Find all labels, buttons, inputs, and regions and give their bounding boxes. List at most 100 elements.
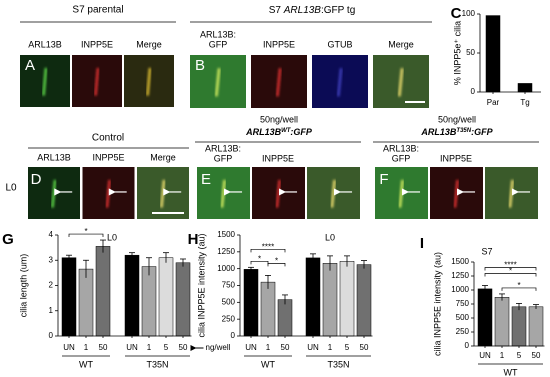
channel-label: INPP5E (440, 153, 472, 163)
y-tick-label: 3 (49, 255, 54, 264)
significance-bracket (267, 263, 286, 267)
panel-letter: H (188, 231, 199, 248)
channel-label: INPP5E (263, 39, 295, 49)
y-tick-label: 2 (49, 281, 54, 290)
x-tick-label: 50 (532, 351, 541, 360)
y-tick-label: 0 (49, 331, 54, 340)
panel-header: S7 parental (72, 5, 123, 16)
cilium (160, 179, 166, 208)
channel-label: GFP (392, 153, 411, 163)
panel-letter: A (25, 57, 35, 74)
panel-header: Control (92, 133, 124, 144)
y-axis-label: cilia INPP5E intensity (au) (196, 233, 206, 337)
y-tick-label: 0 (231, 331, 236, 340)
x-tick-label: UN (479, 351, 491, 360)
channel-label: Merge (150, 152, 176, 162)
channel-label: GFP (209, 39, 228, 49)
header-part: :GFP (290, 127, 312, 137)
panel-letter: B (195, 57, 205, 74)
annotation: S7 (481, 246, 492, 256)
x-tick-label: Tg (520, 98, 529, 107)
y-tick-label: 0 (471, 87, 476, 96)
row-label: L0 (5, 183, 17, 194)
bar (61, 257, 77, 337)
bar (356, 264, 372, 337)
x-tick-label: 1 (500, 351, 505, 360)
group-label: T35N (327, 359, 349, 369)
cilium (42, 67, 48, 96)
header-part: ARL13B (283, 5, 322, 16)
group-label: WT (504, 367, 518, 377)
x-tick-label: 50 (281, 343, 290, 352)
channel-label: INPP5E (262, 153, 294, 163)
bar (517, 83, 533, 93)
y-tick-label: 50 (466, 48, 475, 57)
header-part: :GFP tg (321, 5, 355, 16)
cilium (215, 68, 221, 97)
channel-label: INPP5E (92, 152, 124, 162)
y-axis-label: % INPP5e⁺ cilia (452, 21, 462, 85)
header-part: ARL13B (245, 127, 282, 137)
x-tick-label: 5 (345, 343, 350, 352)
y-tick-label: 1250 (451, 271, 469, 280)
channel-label: ARL13B (37, 152, 71, 162)
cilium (275, 179, 281, 208)
x-tick-label: 50 (360, 343, 369, 352)
channel-label: INPP5E (81, 39, 113, 49)
bar (305, 257, 321, 337)
panel-header: ARL13BT35N:GFP (420, 127, 493, 137)
significance-bracket (484, 273, 537, 277)
y-tick-label: 1500 (217, 230, 235, 239)
cilium (51, 179, 57, 208)
channel-label: ARL13B: (205, 143, 241, 153)
header-part: S7 (269, 5, 284, 16)
significance-bracket (484, 267, 537, 271)
y-tick-label: 4 (49, 230, 54, 239)
bar (494, 297, 510, 347)
panel-letter: G (2, 231, 14, 248)
bar (477, 288, 493, 347)
y-tick-label: 500 (222, 297, 236, 306)
dose-label: 50ng/well (438, 114, 476, 124)
y-tick-label: 250 (456, 327, 470, 336)
bar (95, 246, 111, 337)
x-tick-label: 1 (84, 343, 89, 352)
panel-letter: C (451, 5, 462, 22)
significance-bracket (501, 287, 537, 291)
cilium (276, 68, 282, 97)
y-tick-label: 1000 (217, 264, 235, 273)
x-tick-label: Par (487, 98, 500, 107)
group-label: WT (261, 359, 275, 369)
significance-bracket (250, 248, 286, 253)
cilium (330, 179, 336, 208)
cilium (337, 68, 343, 97)
x-tick-label: 1 (328, 343, 333, 352)
x-tick-label: UN (245, 343, 257, 352)
bar (243, 269, 259, 337)
cilium (398, 179, 404, 208)
panel-letter: I (420, 235, 424, 252)
cilium (105, 179, 111, 208)
significance-label: * (258, 254, 261, 263)
cilium (94, 67, 100, 96)
x-tick-label: 50 (99, 343, 108, 352)
significance-label: * (517, 281, 520, 290)
unit-note: ng/well (206, 343, 231, 352)
y-axis-label: cilia INPP5E intensity (au) (432, 252, 442, 356)
x-tick-label: 5 (164, 343, 169, 352)
y-tick-label: 750 (456, 299, 470, 308)
y-tick-label: 1000 (451, 285, 469, 294)
panel-letter: E (201, 171, 211, 188)
bar (528, 306, 544, 347)
panel-header: S7 ARL13B:GFP tg (269, 5, 356, 16)
bar (339, 261, 355, 337)
bar (78, 268, 94, 337)
y-tick-label: 250 (222, 314, 236, 323)
channel-label: ARL13B (28, 39, 62, 49)
y-tick-label: 1 (49, 306, 54, 315)
cilium (453, 179, 459, 208)
significance-bracket (250, 260, 269, 265)
channel-label: Merge (388, 39, 414, 49)
annotation: L0 (325, 232, 335, 242)
